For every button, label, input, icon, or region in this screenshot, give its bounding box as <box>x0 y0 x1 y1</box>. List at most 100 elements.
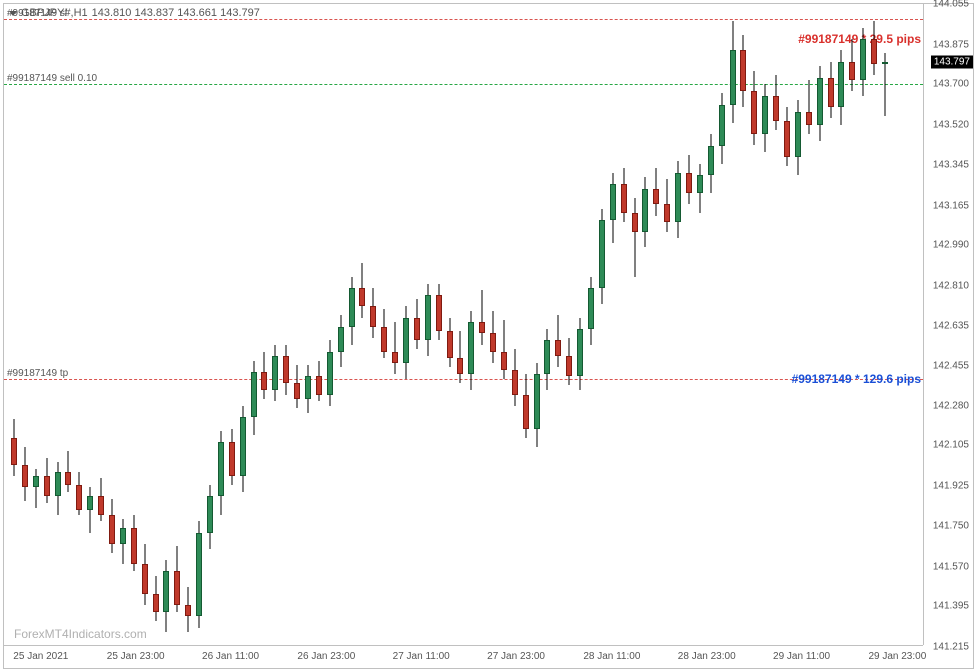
candle-body <box>468 322 474 374</box>
x-tick: 27 Jan 11:00 <box>393 651 450 662</box>
x-tick: 25 Jan 2021 <box>13 651 68 662</box>
candle <box>828 4 834 647</box>
candle <box>272 4 278 647</box>
candle-body <box>860 39 866 80</box>
candle <box>283 4 289 647</box>
candle-body <box>871 39 877 64</box>
candle <box>120 4 126 647</box>
candle <box>730 4 736 647</box>
candle <box>817 4 823 647</box>
candle <box>653 4 659 647</box>
candle-body <box>370 306 376 326</box>
candle <box>218 4 224 647</box>
candle-body <box>849 62 855 80</box>
candle <box>33 4 39 647</box>
y-tick: 142.810 <box>933 280 969 291</box>
y-tick: 141.570 <box>933 561 969 572</box>
candle-body <box>44 476 50 496</box>
y-tick: 141.925 <box>933 481 969 492</box>
y-tick: 142.455 <box>933 361 969 372</box>
plot-area[interactable]: #99187149 sl#99187149 sell 0.10#99187149… <box>4 4 923 645</box>
x-tick: 29 Jan 11:00 <box>773 651 830 662</box>
candle <box>185 4 191 647</box>
candle-body <box>599 220 605 288</box>
candle <box>740 4 746 647</box>
candle-body <box>87 496 93 510</box>
candle <box>240 4 246 647</box>
candle-body <box>708 146 714 175</box>
candle-body <box>610 184 616 220</box>
candle-body <box>773 96 779 121</box>
candle <box>98 4 104 647</box>
candle <box>294 4 300 647</box>
candle-body <box>120 528 126 544</box>
candle-wick <box>634 198 635 277</box>
candle-body <box>98 496 104 514</box>
candle-body <box>664 204 670 222</box>
candle-body <box>381 327 387 352</box>
candle <box>599 4 605 647</box>
candle-body <box>642 189 648 232</box>
candle <box>22 4 28 647</box>
candle-body <box>425 295 431 340</box>
candle <box>229 4 235 647</box>
candle <box>44 4 50 647</box>
y-tick: 143.875 <box>933 39 969 50</box>
candle-body <box>566 356 572 376</box>
candle-body <box>806 112 812 126</box>
candle <box>642 4 648 647</box>
candle-body <box>555 340 561 356</box>
candle <box>566 4 572 647</box>
candle-body <box>207 496 213 532</box>
candle-body <box>403 318 409 363</box>
candle-body <box>414 318 420 341</box>
candle-body <box>174 571 180 605</box>
candle-body <box>828 78 834 107</box>
candle-body <box>523 395 529 429</box>
candle-body <box>316 376 322 394</box>
candle-body <box>65 472 71 486</box>
y-tick: 142.105 <box>933 440 969 451</box>
candle <box>501 4 507 647</box>
candle <box>305 4 311 647</box>
candle <box>163 4 169 647</box>
candle-body <box>653 189 659 205</box>
candle-body <box>795 112 801 157</box>
x-axis: 25 Jan 202125 Jan 23:0026 Jan 11:0026 Ja… <box>4 645 923 668</box>
candle <box>512 4 518 647</box>
y-tick: 143.520 <box>933 120 969 131</box>
candle-body <box>261 372 267 390</box>
candle-body <box>457 358 463 374</box>
candle-body <box>349 288 355 326</box>
candle <box>762 4 768 647</box>
candle <box>806 4 812 647</box>
candle-wick <box>90 487 91 532</box>
x-tick: 26 Jan 23:00 <box>297 651 355 662</box>
y-tick: 143.700 <box>933 79 969 90</box>
x-tick: 28 Jan 11:00 <box>583 651 640 662</box>
y-tick: 142.635 <box>933 320 969 331</box>
candle-body <box>327 352 333 395</box>
candle-body <box>283 356 289 383</box>
candle <box>773 4 779 647</box>
x-tick: 29 Jan 23:00 <box>868 651 926 662</box>
candle <box>610 4 616 647</box>
candle <box>751 4 757 647</box>
candle-body <box>838 62 844 107</box>
candle <box>381 4 387 647</box>
candle <box>588 4 594 647</box>
candle-wick <box>460 331 461 383</box>
candle-body <box>817 78 823 126</box>
candle-body <box>544 340 550 374</box>
y-tick: 143.165 <box>933 200 969 211</box>
candle <box>675 4 681 647</box>
candle <box>359 4 365 647</box>
candle-body <box>109 515 115 544</box>
candle-body <box>55 472 61 497</box>
candle <box>468 4 474 647</box>
candle-body <box>229 442 235 476</box>
candle <box>871 4 877 647</box>
candle <box>76 4 82 647</box>
candle <box>261 4 267 647</box>
candle-wick <box>35 469 36 507</box>
